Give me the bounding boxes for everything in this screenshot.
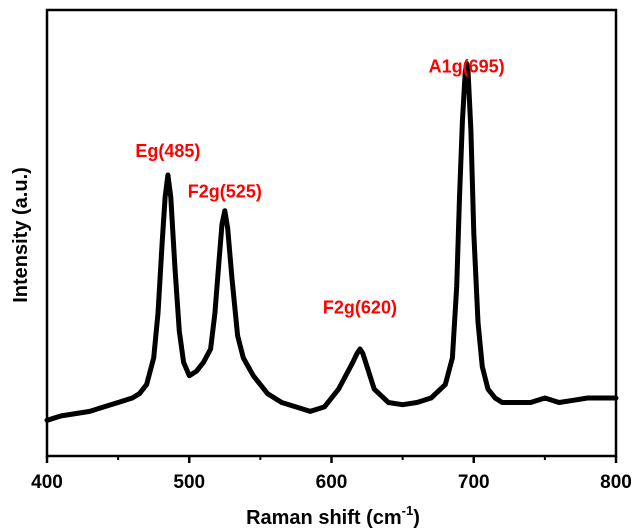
x-tick-label-600: 600	[316, 472, 348, 493]
x-tick-label-400: 400	[31, 472, 63, 493]
x-axis-label: Raman shift (cm-1)	[246, 503, 420, 529]
peak-label: F2g(525)	[188, 181, 262, 201]
plot-frame	[45, 8, 618, 458]
peak-label: A1g(695)	[429, 56, 505, 76]
x-tick-label-800: 800	[600, 472, 632, 493]
peak-label: Eg(485)	[135, 141, 200, 161]
x-tick-label-700: 700	[458, 472, 490, 493]
x-tick-label-500: 500	[173, 472, 205, 493]
peak-label: F2g(620)	[323, 297, 397, 317]
y-axis-label: Intensity (a.u.)	[10, 167, 32, 303]
spectrum-line	[44, 61, 619, 423]
